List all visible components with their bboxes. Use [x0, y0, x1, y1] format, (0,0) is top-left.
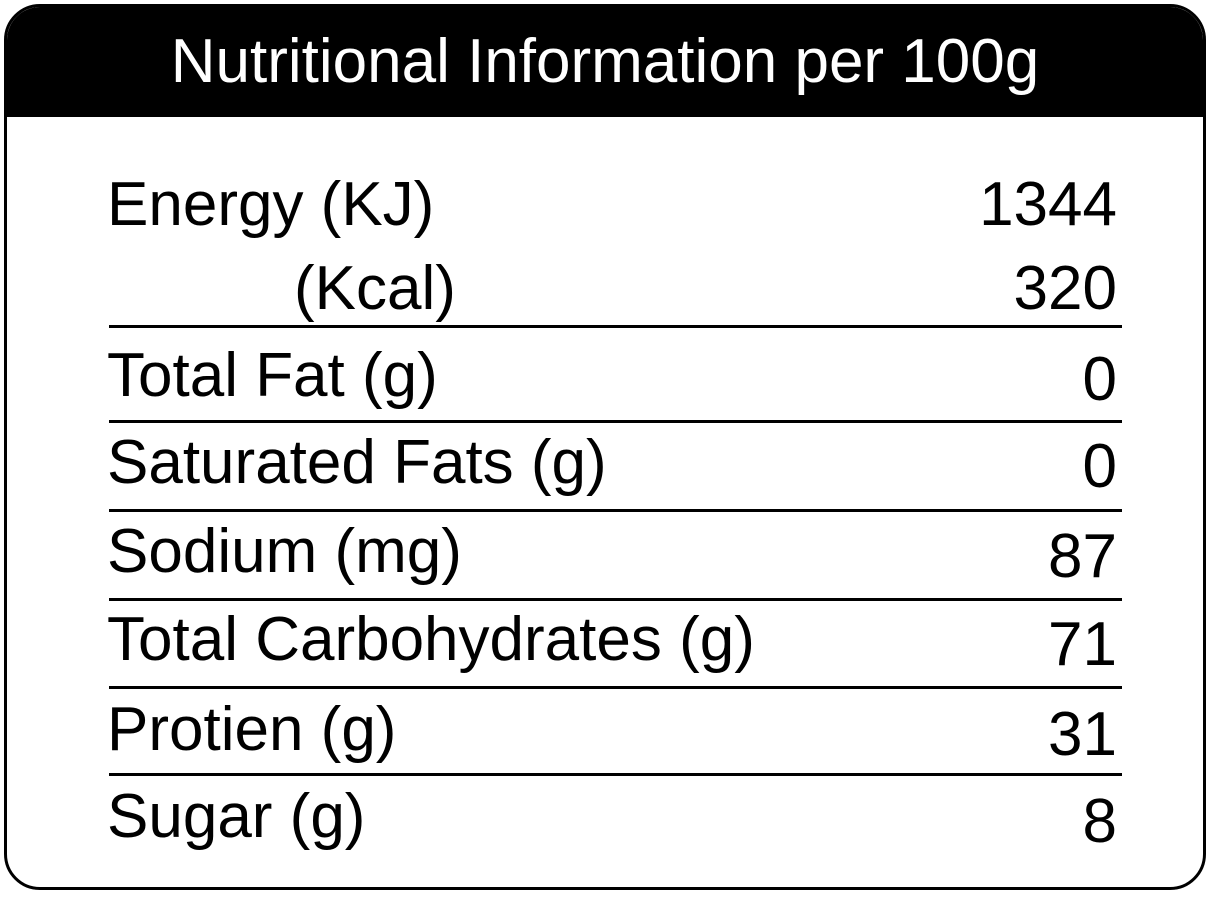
row-value-saturated-fats: 0: [1082, 432, 1117, 501]
row-divider: [109, 598, 1122, 601]
row-divider: [109, 420, 1122, 423]
row-value-sugar: 8: [1082, 787, 1117, 856]
row-label-sugar: Sugar (g): [107, 782, 366, 851]
row-value-total-fat: 0: [1082, 345, 1117, 414]
label-title: Nutritional Information per 100g: [7, 7, 1203, 117]
row-value-energy-kcal: 320: [1013, 254, 1117, 323]
row-label-protien: Protien (g): [107, 695, 397, 764]
row-divider: [109, 325, 1122, 328]
row-label-energy-kj: Energy (KJ): [107, 170, 435, 239]
row-divider: [109, 773, 1122, 776]
row-value-energy-kj: 1344: [979, 170, 1117, 239]
row-label-energy-kcal: (Kcal): [294, 254, 456, 323]
row-label-sodium: Sodium (mg): [107, 517, 462, 586]
row-value-sodium: 87: [1048, 522, 1117, 591]
row-value-protien: 31: [1048, 700, 1117, 769]
row-label-total-carbohydrates: Total Carbohydrates (g): [107, 605, 755, 674]
row-divider: [109, 509, 1122, 512]
row-value-total-carbohydrates: 71: [1048, 610, 1117, 679]
nutrition-label: Nutritional Information per 100g Energy …: [4, 4, 1206, 890]
row-label-total-fat: Total Fat (g): [107, 341, 438, 410]
row-label-saturated-fats: Saturated Fats (g): [107, 428, 607, 497]
row-divider: [109, 686, 1122, 689]
